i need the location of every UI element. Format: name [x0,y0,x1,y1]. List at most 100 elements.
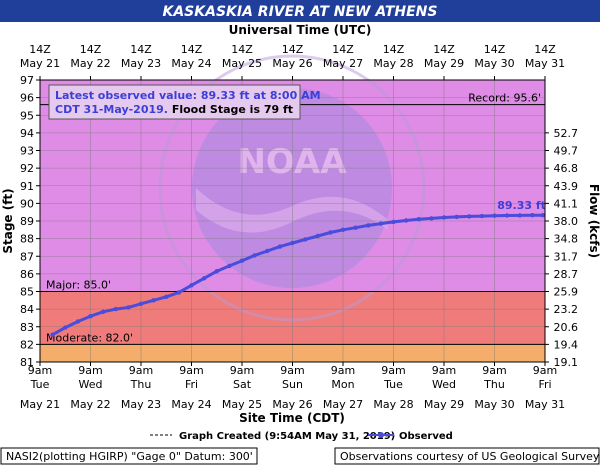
info-line-2-date: CDT 31-May-2019. [55,103,168,116]
stage-tick-label: 94 [20,127,34,140]
observed-point [328,230,333,235]
observed-point [403,218,409,223]
flow-tick-label: 49.7 [554,145,579,158]
observed-point [126,305,131,310]
observed-point [176,290,182,295]
stage-tick-label: 95 [20,109,34,122]
utc-tick-date: May 21 [20,57,60,70]
cdt-tick-date: May 24 [171,398,211,411]
stage-tick-label: 96 [20,92,34,105]
cdt-tick-day: Tue [30,378,50,391]
observed-point [227,263,232,269]
cdt-tick-time: 9am [78,364,102,377]
cdt-tick-date: May 28 [373,398,413,411]
observed-point [113,306,119,312]
utc-tick-hour: 14Z [484,43,506,56]
flow-tick-label: 28.7 [554,268,579,281]
observed-point [353,225,358,230]
observed-point [454,214,459,220]
stage-tick-label: 88 [20,233,34,246]
utc-tick-hour: 14Z [231,43,253,56]
cdt-tick-time: 9am [331,364,355,377]
observed-point [540,213,545,218]
flow-tick-label: 25.9 [554,286,579,299]
observed-point [265,248,270,254]
flow-tick-label: 19.1 [554,356,579,369]
threshold-labels: Moderate: 82.0' Major: 85.0' Record: 95.6' [46,92,541,345]
cdt-tick-day: Mon [331,378,354,391]
cdt-tick-time: 9am [280,364,304,377]
observed-point [138,301,144,306]
observed-point [479,213,485,219]
stage-tick-label: 86 [20,268,34,281]
utc-tick-date: May 31 [525,57,565,70]
observed-point [315,233,320,239]
cdt-tick-time: 9am [129,364,153,377]
legend: Graph Created (9:54AM May 31, 2019) Obse… [150,431,453,442]
cdt-tick-time: 9am [230,364,254,377]
info-box: Latest observed value: 89.33 ft at 8:00 … [48,84,321,120]
cdt-tick-day: Sun [282,378,303,391]
stage-tick-label: 85 [20,286,34,299]
flow-axis-title: Flow (kcfs) [587,184,600,258]
observed-point [239,258,245,263]
cdt-tick-day: Sat [233,378,252,391]
observed-point [441,215,447,220]
cdt-tick-day: Thu [483,378,505,391]
cdt-tick-day: Tue [383,378,403,391]
flow-tick-label: 41.1 [554,197,579,210]
observed-point [75,319,81,324]
moderate-label: Moderate: 82.0' [46,331,133,344]
utc-tick-date: May 28 [373,57,413,70]
legend-created-text: Graph Created (9:54AM May 31, 2019) [179,431,395,442]
utc-tick-hour: 14Z [534,43,556,56]
x-axis-title: Site Time (CDT) [239,411,345,425]
legend-observed-text: Observed [399,431,453,442]
utc-tick-hour: 14Z [332,43,354,56]
cdt-tick-date: May 30 [474,398,514,411]
observed-point [366,223,371,228]
observed-point [252,253,257,258]
cdt-tick-date: May 27 [323,398,363,411]
flow-tick-label: 38.0 [554,215,579,228]
flow-tick-label: 46.8 [554,162,579,175]
cdt-tick-date: May 31 [525,398,565,411]
observed-point [88,314,93,319]
cdt-tick-time: 9am [482,364,506,377]
cdt-tick-time: 9am [381,364,405,377]
footer-datum: NASI2(plotting HGIRP) "Gage 0" Datum: 30… [6,450,253,463]
utc-tick-date: May 26 [272,57,312,70]
utc-tick-date: May 22 [70,57,110,70]
stage-tick-label: 91 [20,180,34,193]
utc-tick-date: May 25 [222,57,262,70]
stage-tick-label: 84 [20,303,34,316]
top-axis-title: Universal Time (UTC) [229,23,372,37]
utc-tick-date: May 23 [121,57,161,70]
utc-tick-hour: 14Z [181,43,203,56]
footer-source: Observations courtesy of US Geological S… [340,450,600,463]
observed-point [151,298,156,303]
observed-point [63,325,68,330]
stage-tick-label: 92 [20,162,34,175]
flow-tick-label: 52.7 [554,127,579,140]
info-line-2: CDT 31-May-2019. Flood Stage is 79 ft [55,103,293,116]
record-label: Record: 95.6' [468,92,541,105]
utc-tick-date: May 27 [323,57,363,70]
observed-point [189,283,194,288]
observed-point [277,244,283,249]
flow-axis: 19.1 19.4 20.6 23.2 25.9 28.7 31.7 34.8 38.0 41.1… [545,127,578,369]
chart-title: KASKASKIA RIVER AT NEW ATHENS [163,4,438,20]
cdt-tick-day: Wed [432,378,456,391]
stage-axis: 81 82 83 84 85 86 87 88 89 90 91 92 93 94 95 96 97 [20,74,40,369]
flow-tick-label: 31.7 [554,250,579,263]
stage-tick-label: 83 [20,321,34,334]
stage-tick-label: 82 [20,338,34,351]
cdt-tick-day: Thu [130,378,152,391]
cdt-tick-time: 9am [179,364,203,377]
cdt-tick-time: 9am [533,364,557,377]
cdt-tick-time: 9am [432,364,456,377]
utc-tick-hour: 14Z [29,43,51,56]
